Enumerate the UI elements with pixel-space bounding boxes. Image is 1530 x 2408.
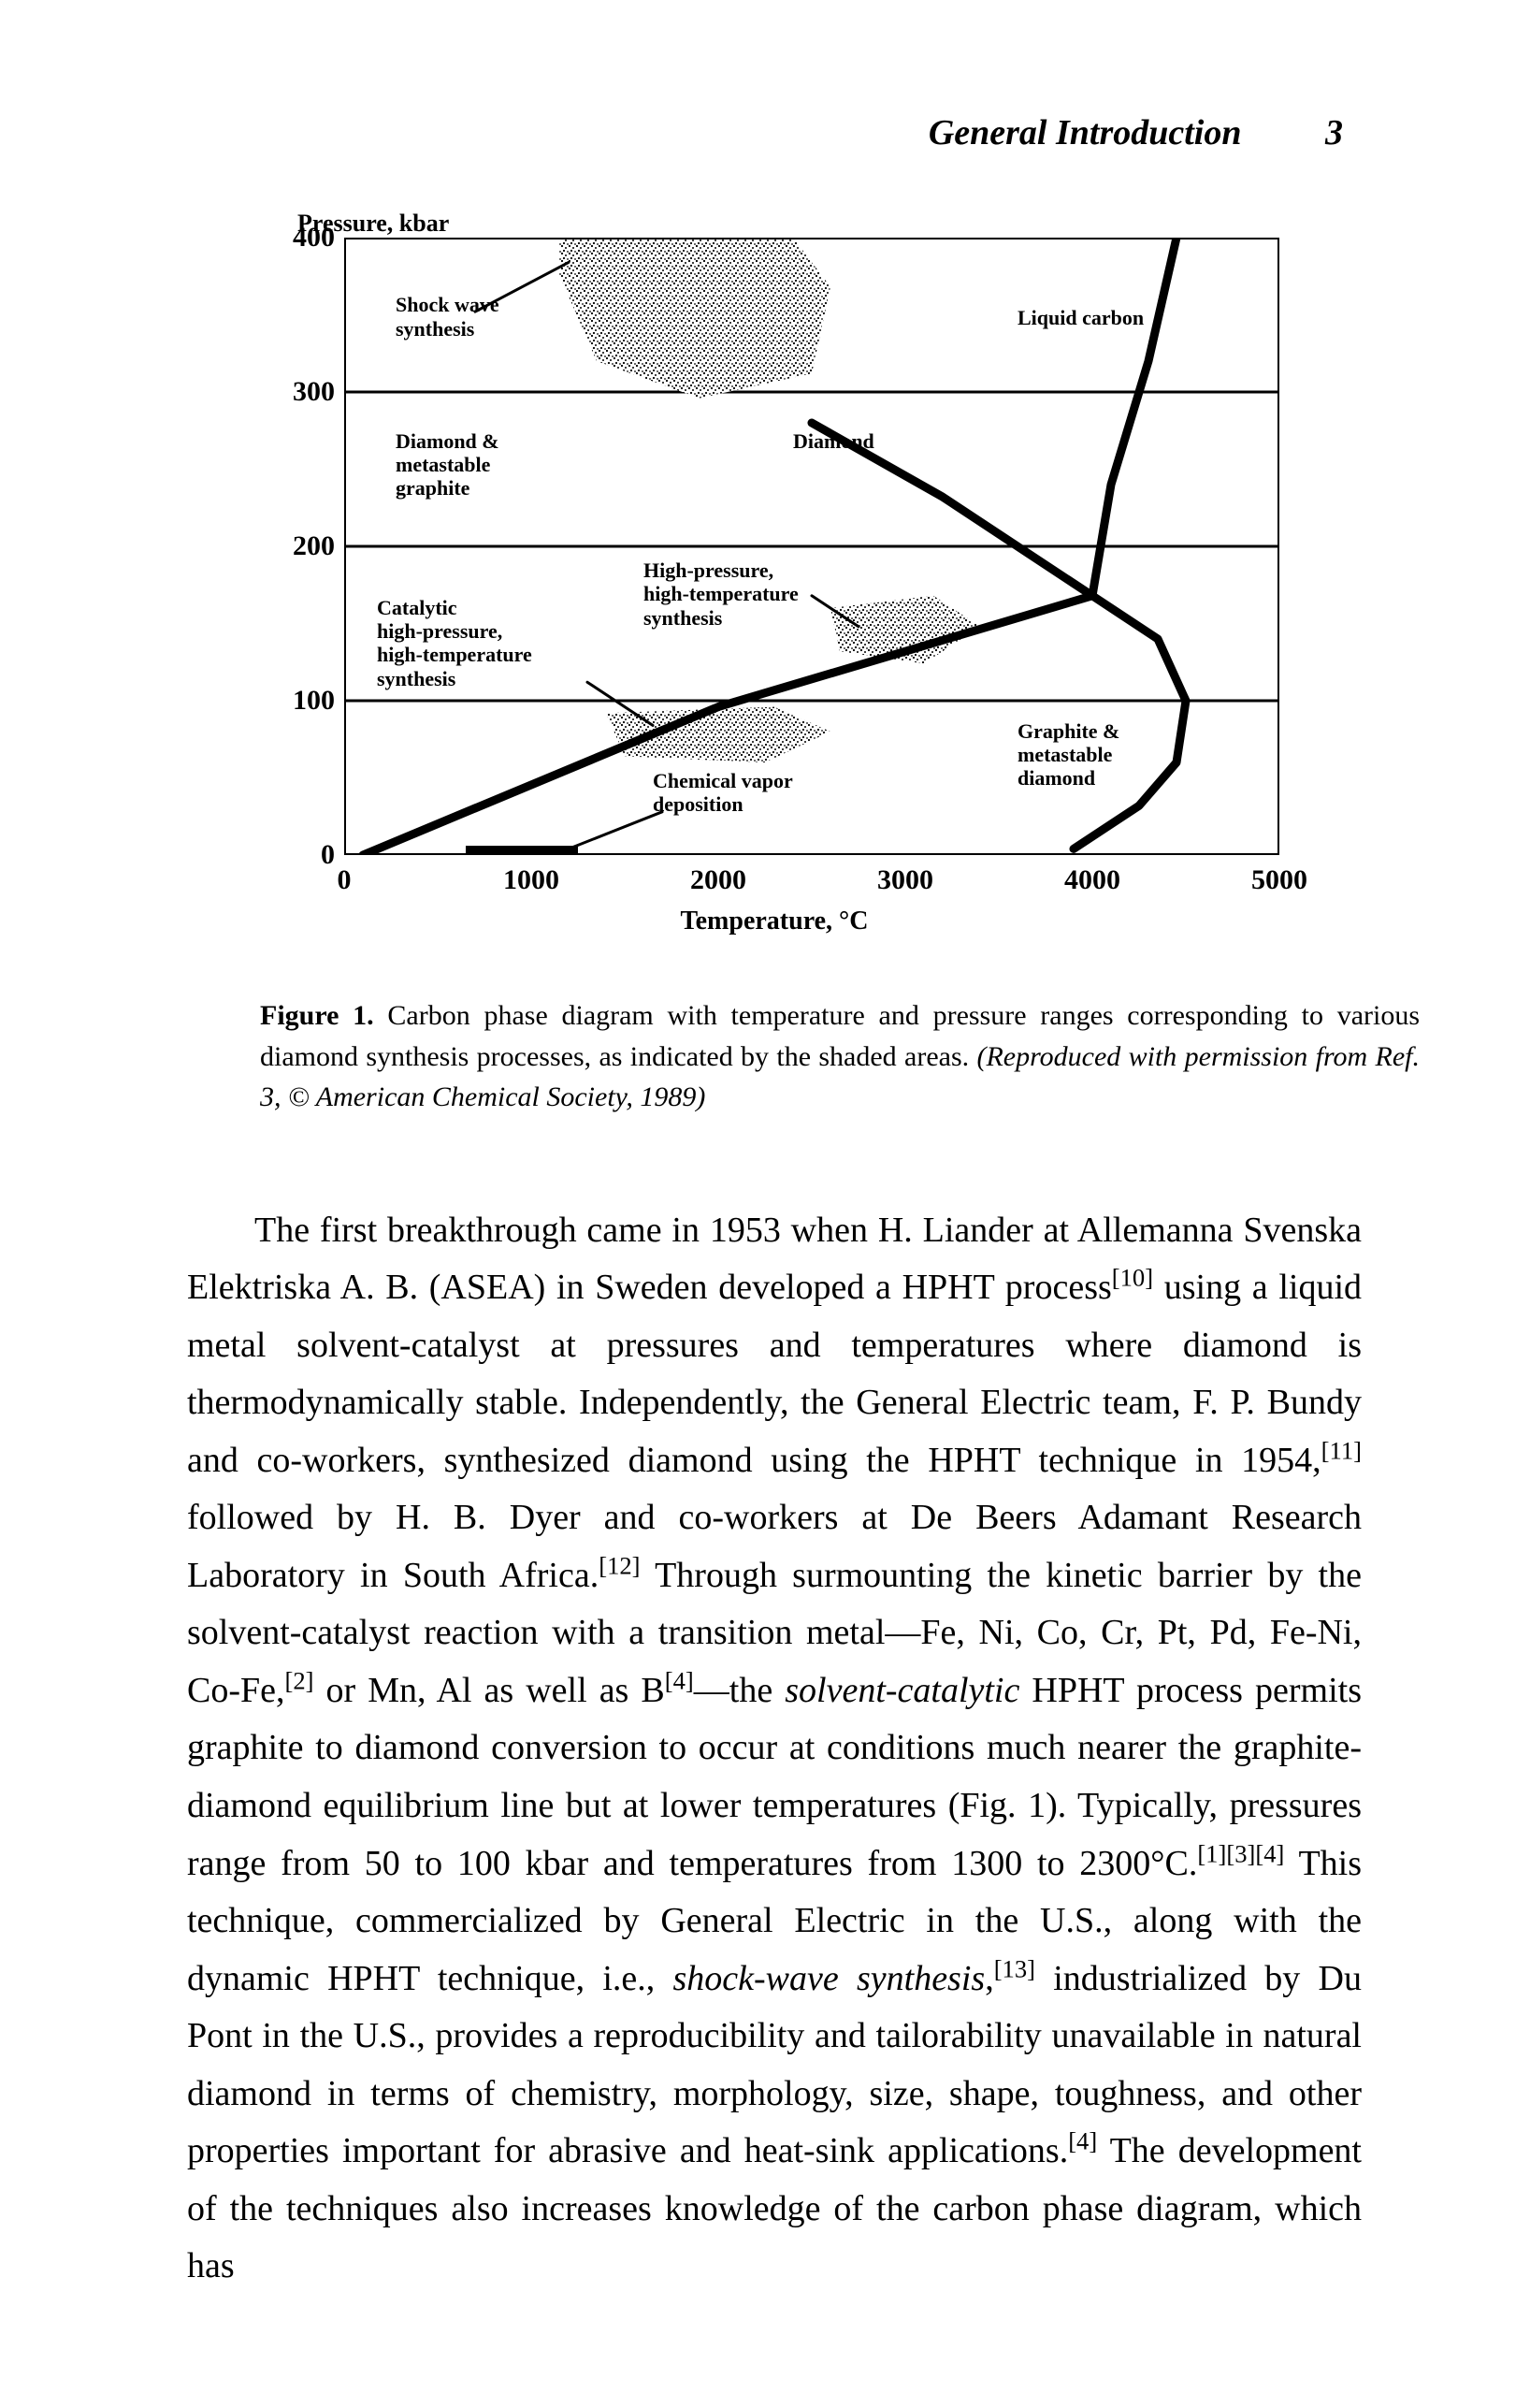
- x-tick-label: 4000: [1064, 864, 1120, 896]
- liquid-upper-branch: [1092, 238, 1176, 596]
- leader-cvd: [569, 812, 662, 849]
- figure-caption: Figure 1. Carbon phase diagram with temp…: [260, 995, 1420, 1118]
- page: General Introduction 3 Pressure, kbar: [0, 0, 1530, 2408]
- shockwave-region: [559, 238, 830, 399]
- x-tick-label: 2000: [690, 864, 746, 896]
- body-text: The first breakthrough came in 1953 when…: [187, 1202, 1362, 2296]
- figure-1: Pressure, kbar 4003002001000010002000300…: [260, 210, 1289, 1118]
- lbl-hpht: High-pressure, high-temperature synthesi…: [643, 558, 799, 630]
- lbl-diamond-meta: Diamond & metastable graphite: [396, 429, 499, 500]
- running-head: General Introduction 3: [187, 112, 1362, 153]
- lbl-diamond: Diamond: [793, 429, 874, 453]
- y-tick-label: 0: [321, 839, 335, 871]
- x-tick-label: 0: [338, 864, 352, 896]
- lbl-cvd: Chemical vapor deposition: [653, 769, 793, 817]
- phase-diagram-chart: Pressure, kbar 4003002001000010002000300…: [260, 210, 1289, 958]
- lbl-graphite-meta: Graphite & metastable diamond: [1018, 719, 1119, 791]
- body-paragraph: The first breakthrough came in 1953 when…: [187, 1202, 1362, 2296]
- x-axis-title: Temperature, °C: [681, 907, 869, 936]
- y-tick-label: 100: [293, 685, 335, 717]
- lbl-catalytic: Catalytic high-pressure, high-temperatur…: [377, 596, 532, 690]
- y-tick-label: 300: [293, 376, 335, 408]
- x-tick-label: 1000: [503, 864, 559, 896]
- figure-label: Figure 1.: [260, 1000, 374, 1031]
- y-tick-label: 200: [293, 530, 335, 562]
- x-tick-label: 3000: [877, 864, 933, 896]
- page-number: 3: [1325, 113, 1343, 152]
- running-title: General Introduction: [929, 113, 1242, 152]
- x-tick-label: 5000: [1251, 864, 1307, 896]
- lbl-liquid: Liquid carbon: [1018, 306, 1144, 329]
- y-tick-label: 400: [293, 222, 335, 254]
- lbl-shockwave: Shock wave synthesis: [396, 293, 499, 341]
